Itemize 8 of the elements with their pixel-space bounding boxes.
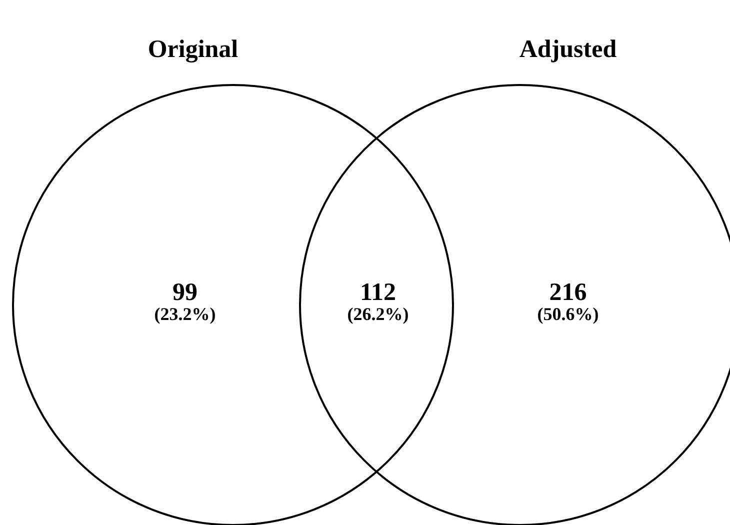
text: (26.2%) <box>346 304 410 324</box>
category-label: Original <box>146 36 240 64</box>
data-label: 112 <box>358 279 398 306</box>
category-label: Adjusted <box>518 36 618 64</box>
data-label: 216 <box>548 279 588 306</box>
data-label: 99 <box>172 279 198 306</box>
text: (23.2%) <box>153 304 217 324</box>
text: (50.6%) <box>536 304 600 324</box>
